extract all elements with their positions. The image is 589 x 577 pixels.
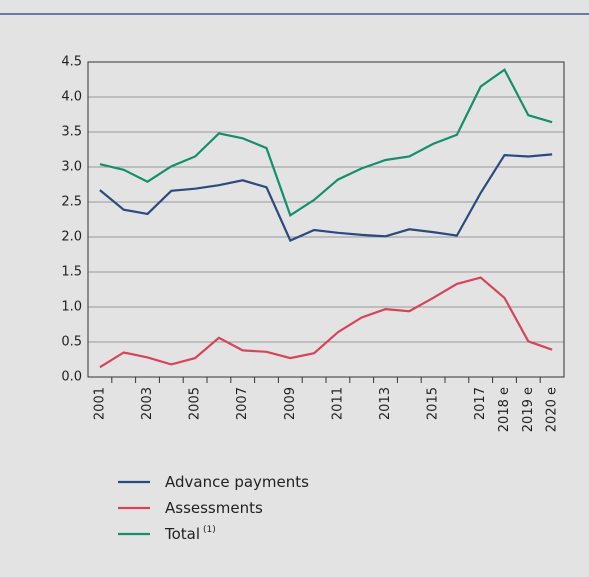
x-tick-label: 2007 xyxy=(235,387,250,420)
y-tick-label: 0.0 xyxy=(61,370,82,385)
series-line xyxy=(99,68,553,217)
y-tick-label: 0.5 xyxy=(61,335,82,350)
series-line xyxy=(99,153,553,242)
x-tick-label: 2013 xyxy=(378,387,393,420)
series-line xyxy=(99,276,553,369)
y-tick-label: 2.5 xyxy=(61,195,82,210)
x-tick-label: 2015 xyxy=(426,387,441,420)
x-tick-label: 2020 e xyxy=(545,387,560,432)
y-tick-label: 1.0 xyxy=(61,300,82,315)
legend-name: Total xyxy=(164,525,200,543)
y-tick-label: 3.5 xyxy=(61,125,82,140)
x-tick-label: 2005 xyxy=(188,387,203,420)
legend-label: Advance payments xyxy=(165,473,309,491)
legend-name: Assessments xyxy=(165,499,263,517)
y-tick-label: 4.5 xyxy=(61,55,82,70)
legend-label: Total (1) xyxy=(164,525,216,543)
y-tick-label: 1.5 xyxy=(61,265,82,280)
y-tick-label: 2.0 xyxy=(61,230,82,245)
legend-label: Assessments xyxy=(165,499,263,517)
legend-name: Advance payments xyxy=(165,473,309,491)
legend-note: (1) xyxy=(203,525,216,535)
y-tick-label: 3.0 xyxy=(61,160,82,175)
x-tick-label: 2018 e xyxy=(497,387,512,432)
x-tick-label: 2003 xyxy=(140,387,155,420)
x-tick-label: 2001 xyxy=(92,387,107,420)
x-tick-label: 2011 xyxy=(330,387,345,420)
y-tick-label: 4.0 xyxy=(61,90,82,105)
x-tick-label: 2017 xyxy=(473,387,488,420)
x-tick-label: 2009 xyxy=(283,387,298,420)
x-tick-label: 2019 e xyxy=(521,387,536,432)
